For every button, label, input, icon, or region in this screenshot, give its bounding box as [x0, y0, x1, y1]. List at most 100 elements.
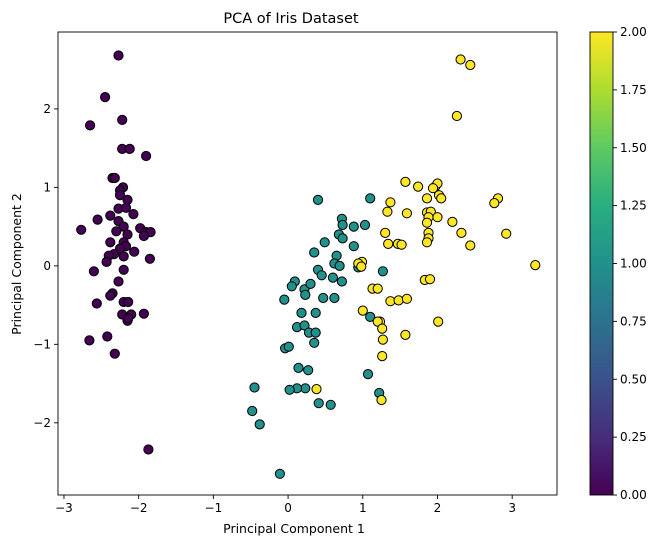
data-point — [92, 214, 103, 225]
data-point — [113, 50, 124, 61]
data-point — [334, 260, 345, 271]
y-tick-label: 2 — [43, 102, 51, 116]
x-tick-label: 0 — [284, 501, 292, 515]
data-point — [383, 238, 394, 249]
data-point — [310, 307, 321, 318]
data-point — [465, 59, 476, 71]
data-point — [84, 335, 95, 346]
data-point — [143, 444, 154, 455]
data-point — [451, 110, 462, 122]
data-point — [118, 251, 129, 262]
data-point — [376, 394, 387, 406]
data-point — [377, 334, 388, 345]
data-point — [365, 193, 376, 204]
colorbar-gradient — [589, 31, 614, 496]
data-point — [105, 210, 116, 221]
data-point — [348, 241, 359, 252]
data-point — [432, 212, 443, 223]
data-point — [100, 92, 111, 103]
data-point — [319, 237, 330, 248]
data-point — [123, 313, 134, 324]
data-point — [102, 331, 113, 342]
data-point — [313, 398, 324, 409]
colorbar-tick-label: 1.75 — [620, 83, 647, 97]
x-tick-label: −1 — [205, 501, 223, 515]
colorbar-tick-label: 1.50 — [620, 141, 647, 155]
x-tick-label: −3 — [55, 501, 73, 515]
data-point — [327, 272, 338, 283]
data-point — [247, 405, 258, 417]
plot-area: −3 −2 −1 0 1 2 3 −2 −1 0 1 2 — [33, 31, 558, 515]
data-point — [401, 293, 412, 304]
y-tick-label: 0 — [43, 259, 51, 273]
data-point — [286, 281, 297, 292]
data-point — [465, 240, 476, 251]
data-point — [362, 369, 374, 380]
data-point — [109, 348, 120, 359]
data-point — [530, 260, 541, 271]
data-point — [421, 217, 433, 228]
data-point — [128, 209, 139, 220]
data-point — [372, 283, 383, 294]
data-point — [123, 296, 134, 308]
data-point — [85, 120, 96, 131]
data-point — [396, 239, 407, 250]
colorbar-tick-label: 1.00 — [620, 257, 647, 271]
data-point — [337, 233, 348, 244]
data-point — [138, 230, 149, 242]
colorbar-tick-label: 0.00 — [620, 488, 647, 502]
data-point — [316, 270, 327, 281]
data-point — [436, 193, 447, 204]
data-point — [310, 327, 321, 338]
data-point — [455, 54, 466, 65]
data-point — [101, 256, 112, 267]
data-point — [76, 224, 87, 235]
data-point — [124, 143, 135, 154]
data-point — [118, 264, 129, 275]
y-tick-label: 1 — [43, 180, 51, 194]
data-point — [447, 216, 458, 227]
data-point — [424, 274, 436, 285]
data-point — [113, 276, 124, 287]
colorbar-tick-label: 2.00 — [620, 25, 647, 39]
colorbar-tick-label: 1.25 — [620, 199, 647, 213]
data-point — [309, 247, 320, 258]
data-point — [385, 197, 396, 208]
data-point — [400, 176, 411, 187]
y-tick-label: −2 — [33, 416, 51, 430]
data-point — [427, 183, 439, 194]
colorbar-tick-label: 0.25 — [620, 430, 647, 444]
y-tick-label: −1 — [33, 337, 51, 351]
data-point — [303, 365, 314, 376]
data-point — [489, 198, 500, 209]
colorbar-tick-label: 0.50 — [620, 372, 647, 386]
plot-frame — [57, 31, 558, 496]
data-point — [400, 329, 411, 340]
data-point — [365, 311, 376, 322]
colorbar: 0.00 0.25 0.50 0.75 1.00 1.25 1.50 1.75 2.00 — [589, 25, 647, 502]
data-point — [138, 308, 149, 319]
data-point — [336, 276, 347, 287]
data-point — [129, 246, 140, 257]
data-point — [309, 337, 320, 348]
data-point — [299, 320, 310, 331]
data-point — [456, 227, 467, 238]
data-point — [254, 419, 265, 430]
data-point — [401, 208, 412, 219]
y-axis-label: Principal Component 2 — [9, 193, 24, 335]
data-point — [318, 292, 329, 304]
chart-title: PCA of Iris Dataset — [223, 11, 359, 27]
data-point — [382, 206, 393, 217]
data-point — [305, 278, 316, 289]
data-point — [393, 295, 404, 306]
data-point — [109, 172, 120, 184]
x-tick-label: 1 — [359, 501, 367, 515]
data-point — [120, 202, 132, 213]
data-point — [114, 190, 126, 201]
data-point — [111, 226, 122, 237]
data-point — [356, 261, 367, 272]
data-point — [421, 193, 433, 204]
data-point — [312, 194, 324, 205]
data-point — [141, 150, 152, 162]
